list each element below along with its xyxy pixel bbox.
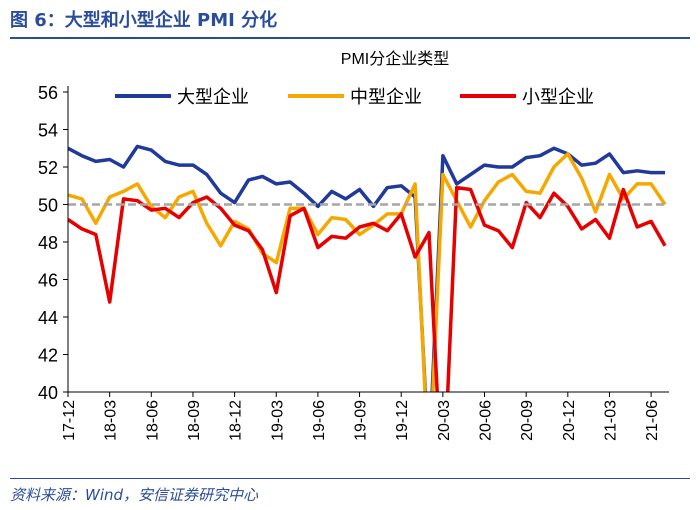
x-tick-label: 20-06 bbox=[478, 400, 495, 441]
x-tick-label: 19-09 bbox=[353, 400, 370, 441]
legend-label-large: 大型企业 bbox=[177, 87, 249, 107]
x-tick-label: 18-03 bbox=[103, 400, 120, 441]
y-tick-label: 50 bbox=[38, 196, 58, 216]
y-tick-label: 44 bbox=[38, 308, 58, 328]
x-tick-label: 19-06 bbox=[311, 400, 328, 441]
legend-label-medium: 中型企业 bbox=[350, 87, 422, 107]
x-tick-label: 17-12 bbox=[61, 400, 78, 441]
x-tick-label: 21-03 bbox=[602, 400, 619, 441]
source-note: 资料来源：Wind，安信证券研究中心 bbox=[10, 486, 259, 504]
axes: 40 42 44 46 48 50 52 54 56 17-12 18-03 18-06 18-09 18… bbox=[38, 83, 669, 441]
x-tick-label: 19-03 bbox=[269, 400, 286, 441]
y-tick-label: 56 bbox=[38, 83, 58, 103]
series-line-medium bbox=[68, 152, 667, 392]
source-rule bbox=[10, 478, 690, 479]
x-tick-label: 18-09 bbox=[186, 400, 203, 441]
x-tick-label: 21-06 bbox=[644, 400, 661, 441]
y-tick-label: 42 bbox=[38, 346, 58, 366]
x-tick-label: 20-12 bbox=[561, 400, 578, 441]
x-tick-label: 19-12 bbox=[394, 400, 411, 441]
series-line-large bbox=[68, 144, 665, 392]
chart-title: PMI分企业类型 bbox=[341, 50, 449, 68]
x-tick-label: 18-12 bbox=[228, 400, 245, 441]
y-tick-label: 52 bbox=[38, 158, 58, 178]
y-tick-label: 40 bbox=[38, 383, 58, 403]
legend-label-small: 小型企业 bbox=[522, 87, 594, 107]
figure-title: 图 6：大型和小型企业 PMI 分化 bbox=[10, 10, 278, 31]
pmi-line-chart: PMI分企业类型 40 42 44 46 48 50 52 54 56 17-12 18-03 18-… bbox=[38, 50, 669, 441]
x-tick-label: 18-06 bbox=[144, 400, 161, 441]
x-tick-label: 20-09 bbox=[519, 400, 536, 441]
title-rule bbox=[10, 37, 690, 39]
y-tick-label: 46 bbox=[38, 271, 58, 291]
y-tick-label: 48 bbox=[38, 233, 58, 253]
x-tick-label: 20-03 bbox=[436, 400, 453, 441]
legend: 大型企业 中型企业 小型企业 bbox=[115, 87, 594, 107]
y-tick-label: 54 bbox=[38, 121, 58, 141]
